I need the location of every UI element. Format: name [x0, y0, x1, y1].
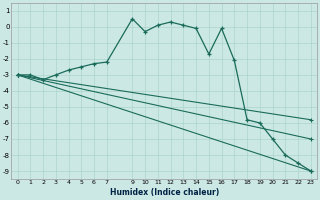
X-axis label: Humidex (Indice chaleur): Humidex (Indice chaleur) — [109, 188, 219, 197]
